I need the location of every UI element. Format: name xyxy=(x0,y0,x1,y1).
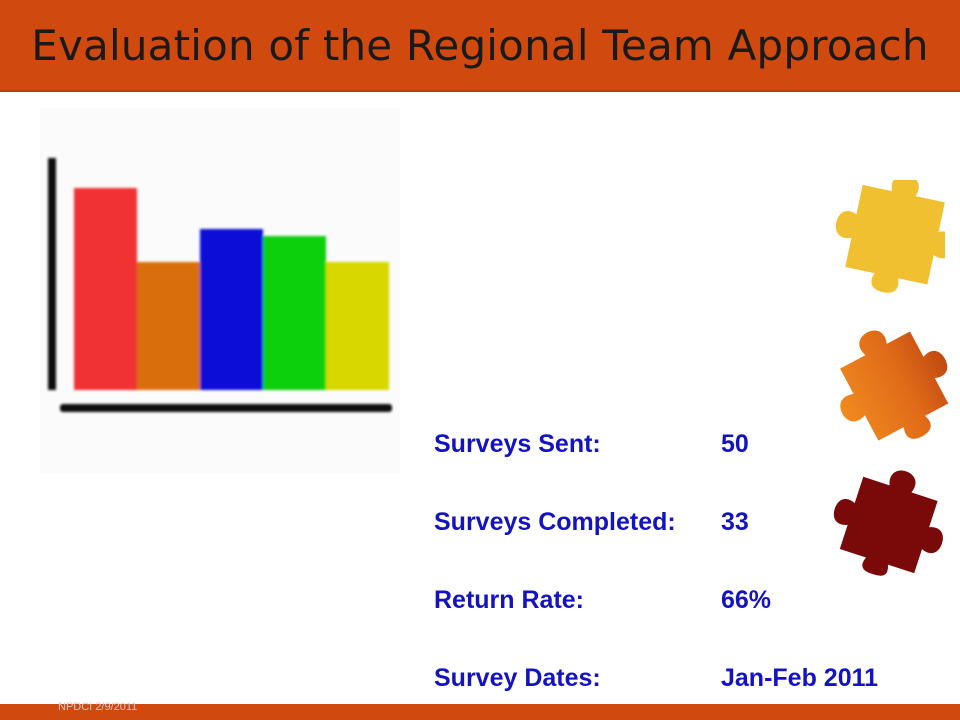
stat-value: 50 xyxy=(721,430,749,458)
stat-row-return-rate: Return Rate: 66% xyxy=(434,586,934,626)
stat-row-surveys-sent: Surveys Sent: 50 xyxy=(434,430,934,470)
clipart-bar-red xyxy=(74,188,137,390)
stat-label: Surveys Sent: xyxy=(434,430,601,458)
clipart-bar-yellow xyxy=(326,262,389,390)
puzzle-piece-orange-icon xyxy=(840,330,949,441)
puzzle-piece-maroon-icon xyxy=(833,470,943,576)
stat-row-survey-dates: Survey Dates: Jan-Feb 2011 xyxy=(434,664,934,704)
title-bar: Evaluation of the Regional Team Approach xyxy=(0,0,960,92)
bar-chart-clipart-graphic xyxy=(48,158,392,412)
clipart-x-axis xyxy=(60,404,392,412)
clipart-bar-green xyxy=(263,236,326,390)
slide-title: Evaluation of the Regional Team Approach xyxy=(31,20,929,70)
clipart-bar-blue xyxy=(200,229,263,390)
puzzle-piece-yellow-icon xyxy=(835,180,945,293)
footer-bar xyxy=(0,704,960,720)
stat-label: Survey Dates: xyxy=(434,664,601,692)
clipart-bar-orange xyxy=(137,262,200,390)
stat-label: Surveys Completed: xyxy=(434,508,676,536)
bar-chart-clipart xyxy=(40,108,400,473)
stat-value: 66% xyxy=(721,586,772,614)
clipart-y-axis xyxy=(48,158,56,390)
stat-label: Return Rate: xyxy=(434,586,585,614)
stat-value: Jan-Feb 2011 xyxy=(721,664,879,692)
stat-value: 33 xyxy=(721,508,749,536)
stat-row-surveys-completed: Surveys Completed: 33 xyxy=(434,508,934,548)
footer-text: NPDCI 2/9/2011 xyxy=(58,701,138,713)
